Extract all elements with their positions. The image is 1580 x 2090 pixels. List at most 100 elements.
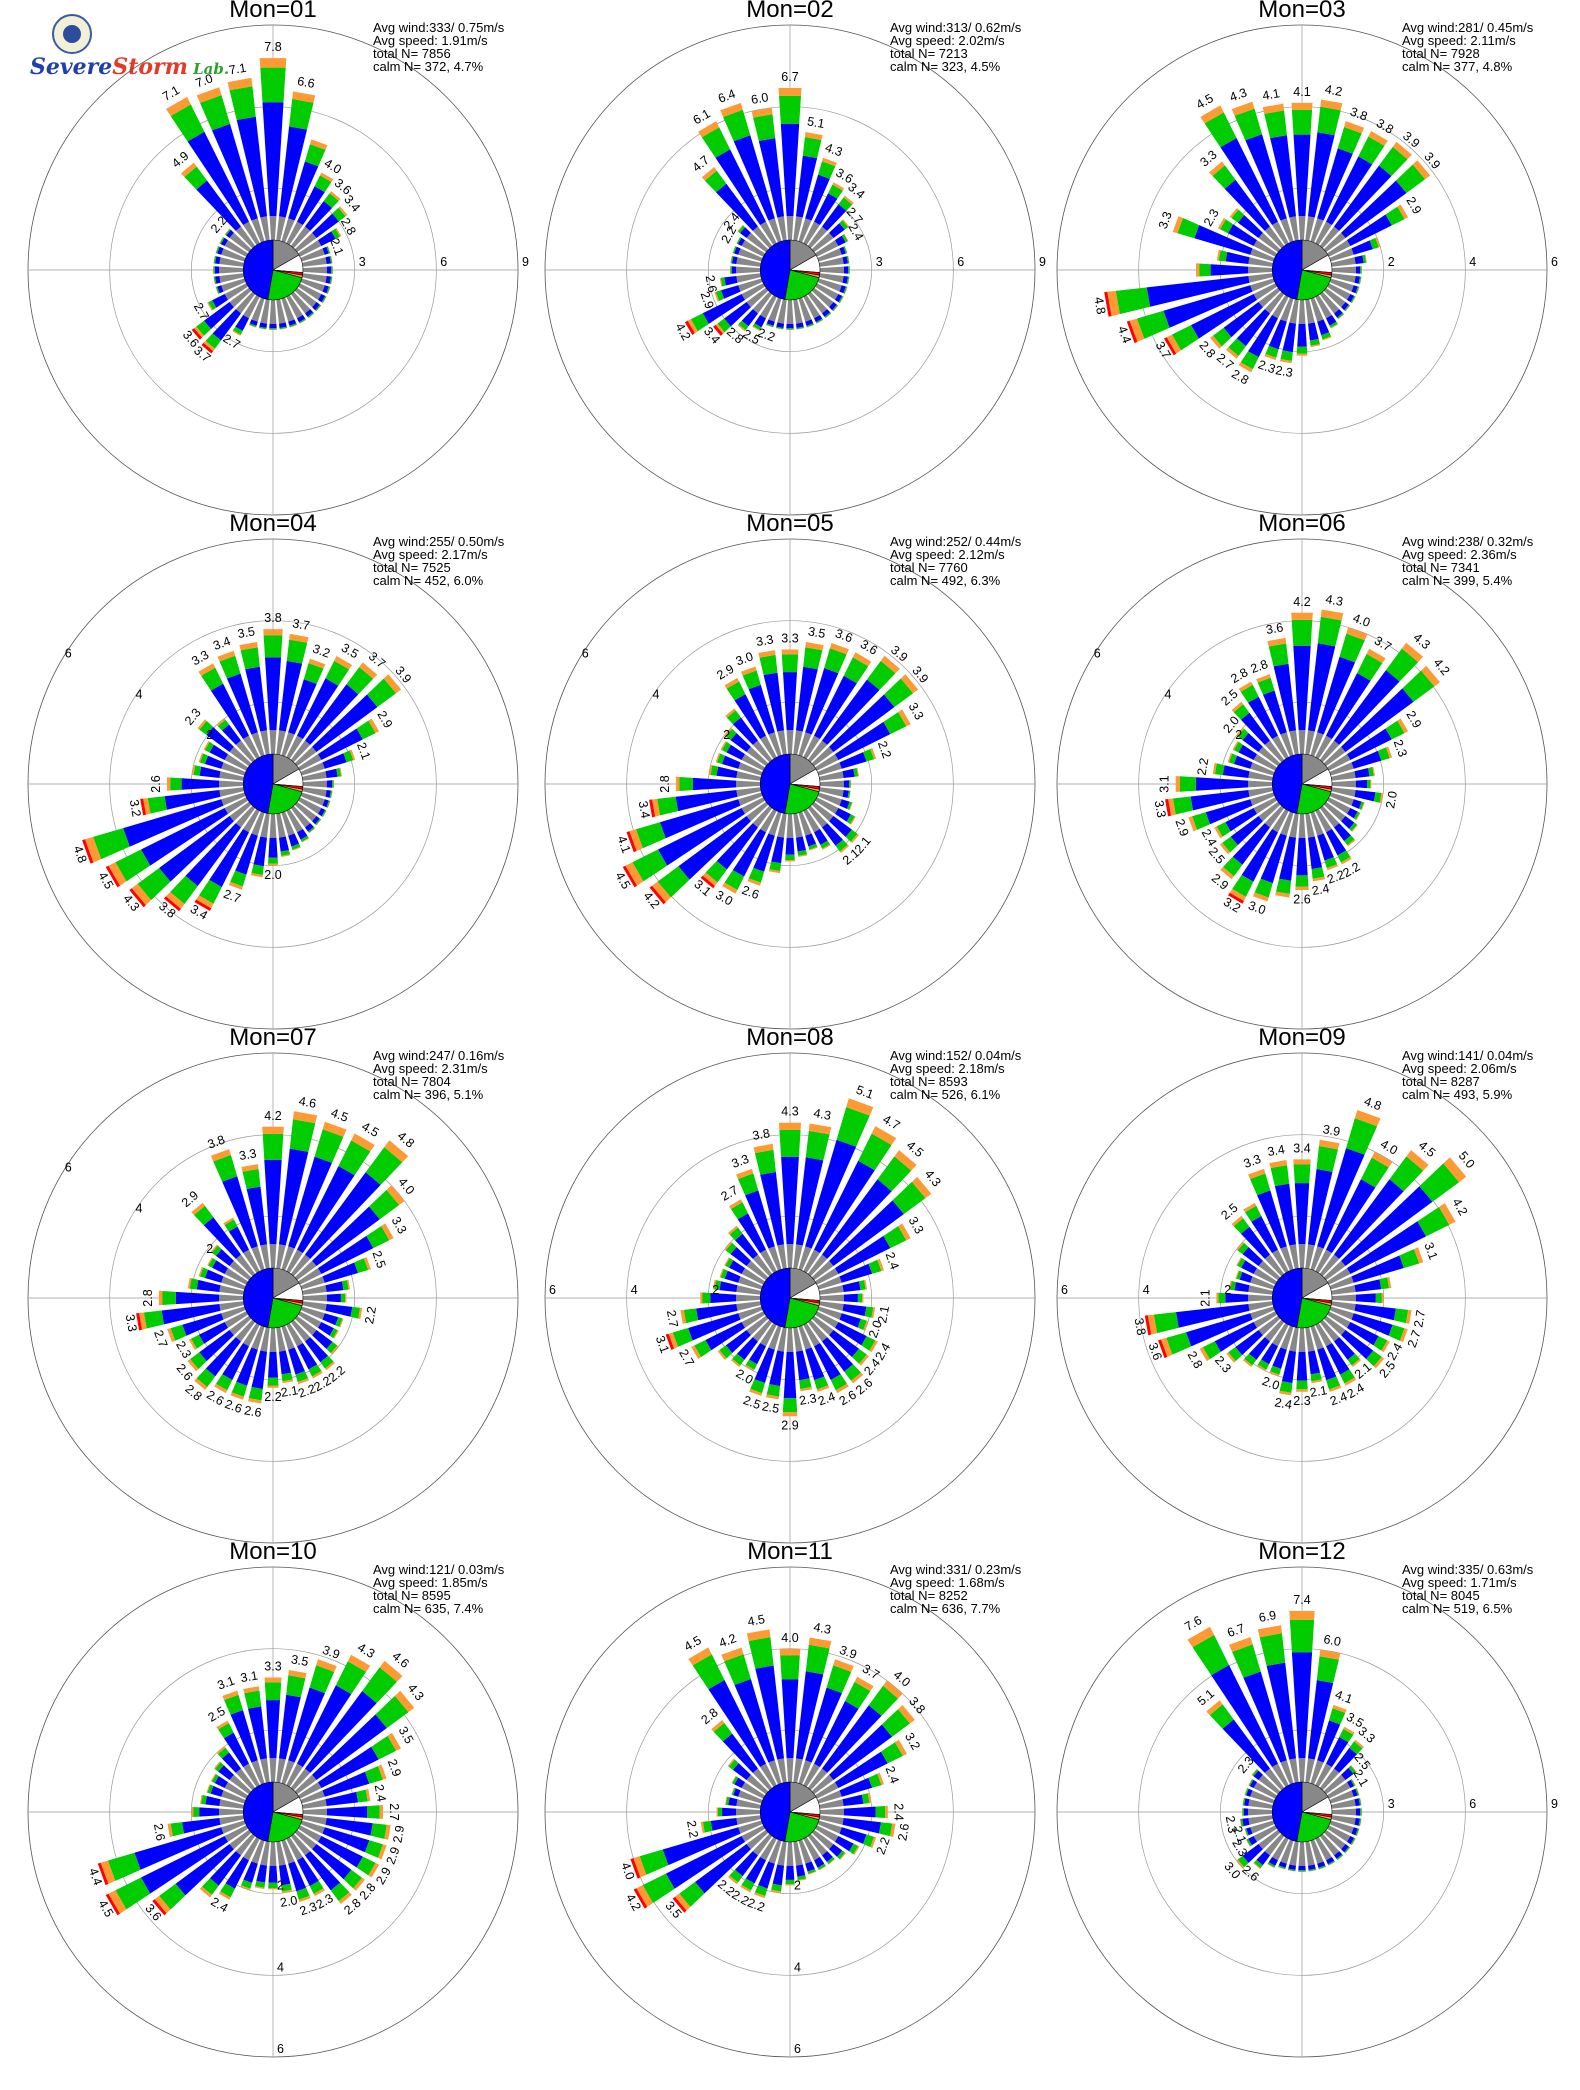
green-segment [694, 1340, 712, 1358]
green-segment [1316, 1146, 1338, 1172]
orange-segment [227, 77, 253, 91]
green-segment [635, 822, 666, 849]
green-segment [754, 1885, 768, 1897]
gray-segment [736, 257, 761, 267]
orange-segment [1295, 886, 1309, 890]
green-segment [1212, 165, 1236, 189]
green-segment [884, 678, 914, 707]
orange-segment [1337, 1855, 1344, 1861]
blue-segment [318, 1235, 374, 1274]
gray-segment [1305, 813, 1315, 838]
orange-segment [652, 881, 671, 903]
gray-segment [815, 1782, 839, 1799]
gray-segment [224, 1268, 248, 1285]
blue-segment [279, 836, 289, 852]
gray-segment [224, 1825, 248, 1842]
green-segment [213, 1155, 238, 1182]
blue-segment [210, 1785, 224, 1797]
gray-segment [1248, 1301, 1273, 1311]
blue-segment [829, 694, 895, 752]
green-segment [844, 1364, 862, 1381]
green-segment [853, 767, 859, 777]
bar-value-label: 4.3 [1325, 592, 1345, 609]
green-segment [1278, 1865, 1286, 1870]
orange-segment [207, 1257, 213, 1266]
green-segment [779, 95, 801, 124]
gray-segment [798, 1839, 812, 1864]
green-segment [354, 1258, 369, 1273]
orange-segment [345, 1293, 347, 1303]
orange-segment [725, 708, 736, 718]
gray-segment [281, 1760, 295, 1785]
blue-segment [1334, 165, 1392, 231]
orange-segment [719, 277, 723, 287]
green-segment [323, 193, 339, 208]
green-segment [199, 1267, 208, 1278]
blue-segment [305, 1172, 381, 1259]
orange-segment [198, 1266, 204, 1277]
stat-line: calm N= 526, 6.1% [890, 1087, 1001, 1102]
orange-segment [800, 1387, 813, 1392]
orange-segment [365, 1789, 371, 1802]
orange-segment [207, 302, 213, 311]
blue-segment [726, 744, 745, 760]
orange-segment [1364, 254, 1367, 263]
gray-segment [807, 291, 828, 314]
green-segment [303, 663, 324, 684]
orange-segment [1279, 1390, 1292, 1396]
gray-segment [281, 297, 295, 322]
green-segment [107, 1852, 141, 1881]
gray-segment [1289, 730, 1299, 755]
green-segment [1240, 351, 1259, 370]
green-segment [309, 1880, 324, 1894]
orange-segment [869, 1340, 878, 1353]
gray-segment [1319, 805, 1340, 828]
bar-value-label: 7.8 [264, 40, 281, 54]
gray-segment [746, 746, 769, 767]
orange-segment [870, 1836, 877, 1848]
blue-segment [235, 833, 258, 875]
gray-segment [819, 273, 844, 283]
green-segment [201, 1878, 219, 1895]
green-segment [335, 1317, 343, 1327]
orange-segment [844, 286, 848, 294]
gray-segment [221, 792, 246, 806]
green-segment [863, 1834, 875, 1848]
gray-segment [1272, 1763, 1289, 1787]
orange-segment [871, 1307, 876, 1319]
blue-segment [1355, 779, 1367, 789]
orange-segment [217, 650, 236, 662]
orange-segment [747, 878, 761, 886]
orange-segment [338, 206, 348, 217]
blue-segment [1278, 1861, 1287, 1868]
blue-segment [675, 790, 738, 812]
bar-value-label: 2.0 [264, 868, 281, 882]
green-segment [1402, 670, 1435, 702]
green-segment [93, 828, 130, 860]
gray-segment [229, 1315, 252, 1336]
orange-segment [384, 1824, 391, 1840]
orange-segment [100, 1860, 116, 1884]
blue-segment [710, 1818, 738, 1831]
bar-value-label: 4.7 [880, 1112, 902, 1133]
blue-segment [732, 1763, 751, 1780]
gray-segment [229, 801, 252, 822]
orange-segment [347, 1654, 371, 1672]
blue-segment [1248, 1836, 1257, 1846]
green-segment [1199, 263, 1211, 277]
green-segment [1180, 776, 1196, 792]
gray-segment [235, 805, 256, 828]
orange-segment [675, 776, 680, 792]
blue-segment [297, 1857, 319, 1887]
blue-segment [1274, 1183, 1296, 1246]
bar-value-label: 6.4 [716, 87, 737, 106]
orange-segment [716, 1807, 718, 1817]
blue-segment [312, 694, 378, 752]
blue-segment [1253, 1770, 1263, 1780]
stat-line: Avg speed: 1.91m/s [373, 33, 488, 48]
gray-segment [811, 232, 834, 253]
green-segment [1237, 1242, 1249, 1255]
stat-line: total N= 7213 [890, 46, 968, 61]
orange-segment [816, 319, 824, 324]
